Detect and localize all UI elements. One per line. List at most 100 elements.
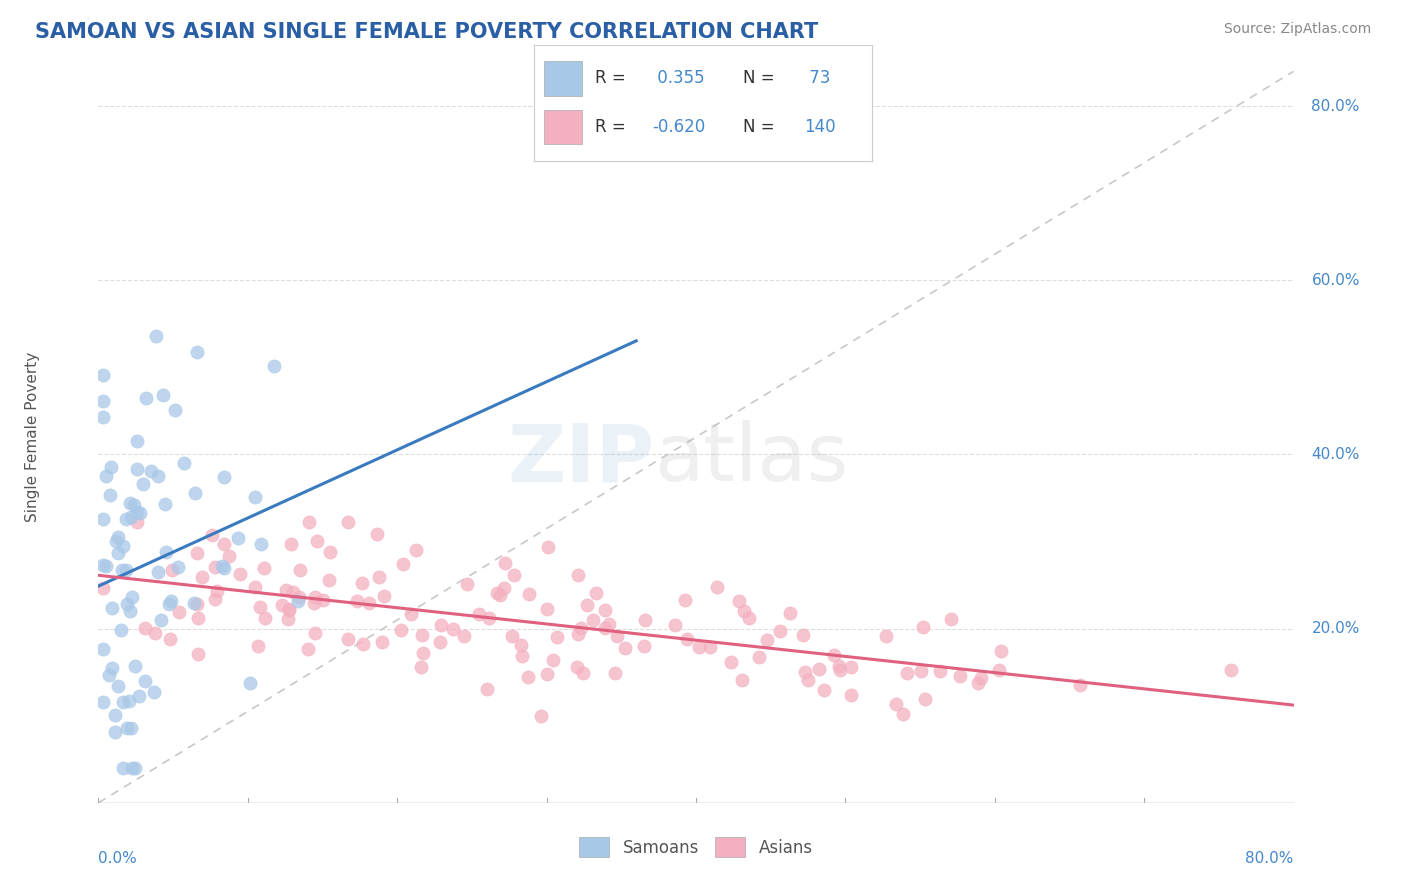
Point — [411, 628, 433, 642]
Point — [605, 666, 627, 681]
Point — [135, 391, 157, 405]
Point — [143, 626, 166, 640]
Point — [111, 563, 134, 577]
Text: 73: 73 — [804, 70, 831, 87]
Point — [371, 635, 394, 649]
Point — [929, 664, 952, 678]
Point — [510, 638, 533, 652]
Text: SAMOAN VS ASIAN SINGLE FEMALE POVERTY CORRELATION CHART: SAMOAN VS ASIAN SINGLE FEMALE POVERTY CO… — [35, 22, 818, 42]
Text: R =: R = — [595, 118, 631, 136]
Point — [127, 434, 149, 448]
Point — [143, 685, 166, 699]
Bar — [544, 61, 582, 95]
Point — [117, 693, 139, 707]
Point — [536, 666, 558, 681]
Point — [1069, 678, 1091, 692]
Point — [813, 683, 835, 698]
Point — [124, 761, 146, 775]
Point — [823, 648, 845, 663]
Point — [949, 669, 972, 683]
Point — [567, 627, 589, 641]
Point — [914, 692, 936, 706]
Point — [967, 675, 990, 690]
Point — [409, 660, 432, 674]
Point — [287, 594, 309, 608]
Point — [91, 512, 114, 526]
Point — [149, 613, 172, 627]
Text: 0.0%: 0.0% — [98, 851, 138, 866]
Point — [990, 644, 1012, 658]
Point — [807, 662, 830, 676]
Point — [582, 613, 605, 627]
Point — [429, 635, 451, 649]
Point — [546, 630, 568, 644]
Point — [572, 666, 595, 681]
Point — [337, 515, 360, 529]
Point — [270, 598, 292, 612]
Point — [706, 580, 728, 594]
Point — [186, 546, 208, 560]
Point — [537, 540, 560, 554]
Point — [278, 603, 301, 617]
Point — [228, 532, 250, 546]
Point — [567, 568, 589, 582]
Text: 20.0%: 20.0% — [1312, 621, 1360, 636]
Point — [399, 607, 422, 621]
Point — [794, 665, 817, 679]
Point — [891, 706, 914, 721]
Point — [290, 563, 312, 577]
Point — [110, 624, 132, 638]
Point — [121, 761, 143, 775]
Point — [183, 485, 205, 500]
Point — [517, 670, 540, 684]
Point — [541, 653, 564, 667]
Text: 40.0%: 40.0% — [1312, 447, 1360, 462]
Point — [277, 612, 299, 626]
Point — [886, 697, 908, 711]
Point — [373, 589, 395, 603]
Point — [319, 545, 342, 559]
Point — [94, 469, 117, 483]
Point — [146, 468, 169, 483]
Point — [311, 592, 333, 607]
Point — [160, 593, 183, 607]
Point — [91, 410, 114, 425]
Point — [769, 624, 792, 639]
Text: 0.355: 0.355 — [652, 70, 704, 87]
Point — [152, 388, 174, 402]
Point — [614, 640, 637, 655]
Point — [336, 632, 359, 647]
Point — [281, 585, 304, 599]
Point — [155, 545, 177, 559]
Point — [595, 621, 617, 635]
Point — [503, 568, 526, 582]
Point — [173, 456, 195, 470]
Point — [727, 594, 749, 608]
Point — [101, 601, 124, 615]
Point — [263, 359, 285, 374]
Point — [1219, 664, 1241, 678]
Point — [664, 617, 686, 632]
Point — [606, 629, 628, 643]
Point — [779, 606, 801, 620]
Point — [278, 601, 301, 615]
Text: 80.0%: 80.0% — [1246, 851, 1294, 866]
Point — [304, 626, 326, 640]
Point — [183, 596, 205, 610]
Point — [254, 611, 277, 625]
Text: R =: R = — [595, 70, 631, 87]
Point — [163, 402, 186, 417]
Point — [287, 590, 309, 604]
Text: 80.0%: 80.0% — [1312, 99, 1360, 113]
Point — [105, 534, 128, 549]
Text: N =: N = — [744, 70, 780, 87]
Point — [107, 546, 129, 560]
Point — [875, 629, 897, 643]
Point — [593, 603, 616, 617]
Point — [187, 647, 209, 661]
Point — [153, 497, 176, 511]
Point — [412, 646, 434, 660]
Point — [115, 597, 138, 611]
Point — [576, 598, 599, 612]
Point — [828, 659, 851, 673]
